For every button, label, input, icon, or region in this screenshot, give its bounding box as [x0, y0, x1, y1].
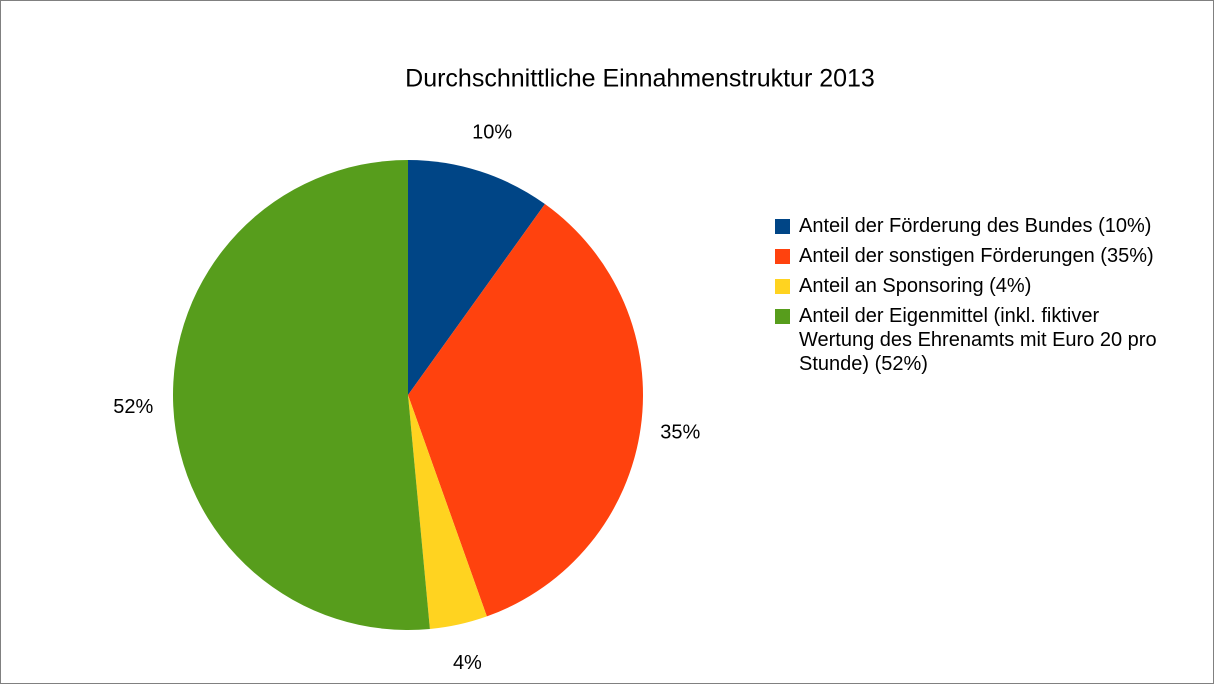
legend-item: Anteil der Förderung des Bundes (10%)	[775, 214, 1165, 238]
pie-slice	[408, 395, 487, 629]
legend-swatch	[775, 219, 790, 234]
legend-swatch	[775, 309, 790, 324]
legend-item: Anteil an Sponsoring (4%)	[775, 274, 1165, 298]
legend-swatch	[775, 279, 790, 294]
legend-swatch	[775, 249, 790, 264]
data-label: 35%	[660, 422, 700, 444]
legend-label: Anteil der Förderung des Bundes (10%)	[799, 215, 1152, 237]
pie-slice	[172, 160, 430, 630]
data-label: 4%	[453, 652, 482, 674]
legend-label: Anteil an Sponsoring (4%)	[799, 275, 1032, 297]
legend-item: Anteil der Eigenmittel (inkl. fiktiver W…	[775, 304, 1165, 376]
chart-title: Durchschnittliche Einnahmenstruktur 2013	[405, 65, 875, 93]
legend-label: Anteil der Eigenmittel (inkl. fiktiver W…	[799, 305, 1157, 375]
legend: Anteil der Förderung des Bundes (10%) Ant…	[775, 214, 1165, 382]
pie-slice	[408, 160, 545, 395]
legend-item: Anteil der sonstigen Förderungen (35%)	[775, 244, 1165, 268]
data-label: 10%	[472, 121, 512, 143]
pie-slice	[408, 204, 643, 617]
data-label: 52%	[113, 396, 153, 418]
legend-label: Anteil der sonstigen Förderungen (35%)	[799, 245, 1154, 267]
